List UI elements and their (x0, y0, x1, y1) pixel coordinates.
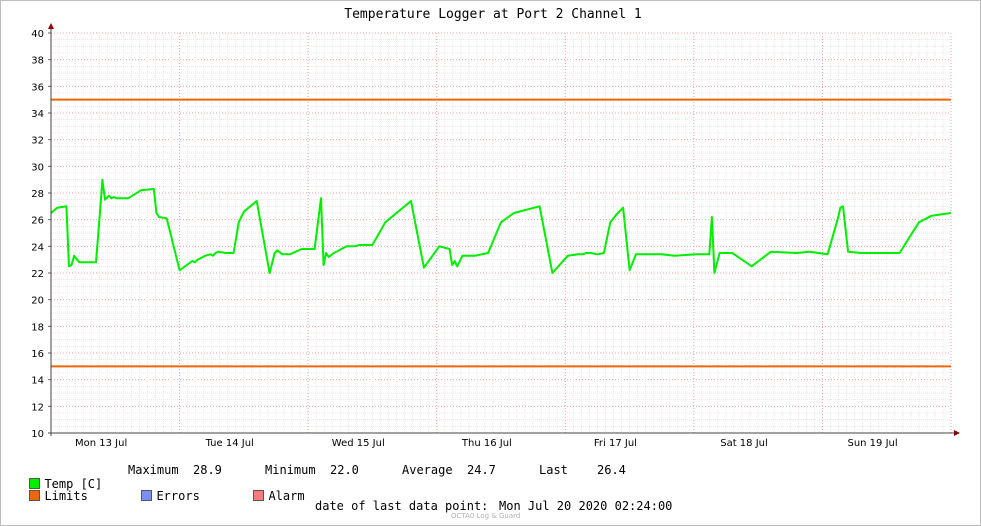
limits-swatch (29, 490, 41, 501)
x-tick-label: Sun 19 Jul (847, 438, 897, 449)
legend-minimum: Minimum (265, 463, 316, 477)
errors-swatch (141, 490, 153, 501)
legend-maximum-value: 28.9 (193, 463, 222, 477)
y-tick-label: 18 (31, 322, 44, 333)
alarm-swatch (253, 490, 265, 501)
y-tick-label: 22 (31, 269, 44, 280)
legend-errors-label: Errors (156, 489, 200, 503)
legend-average: Average (402, 463, 453, 477)
y-tick-label: 40 (31, 29, 44, 40)
x-tick-label: Sat 18 Jul (720, 438, 768, 449)
legend-last: Last (539, 463, 568, 477)
y-tick-label: 16 (31, 349, 44, 360)
legend-limits-label: Limits (44, 489, 88, 503)
x-axis-arrow (954, 430, 960, 436)
legend-last-value: 26.4 (597, 463, 626, 477)
legend-maximum: Maximum (128, 463, 179, 477)
x-tick-label: Thu 16 Jul (461, 438, 512, 449)
y-tick-label: 34 (31, 109, 44, 120)
maximum-value: 28.9 (193, 463, 222, 477)
average-value: 24.7 (467, 463, 496, 477)
last-label: Last (539, 463, 568, 477)
x-tick-label: Mon 13 Jul (75, 438, 127, 449)
y-tick-label: 12 (31, 402, 44, 413)
legend-temp-label: Temp [C] (44, 477, 103, 491)
last-data-point-label: date of last data point: (315, 499, 489, 513)
y-tick-label: 20 (31, 296, 44, 307)
legend-row-1: Temp [C] (15, 463, 102, 491)
temp-swatch (29, 478, 41, 489)
y-tick-label: 14 (31, 376, 44, 387)
minimum-value: 22.0 (330, 463, 359, 477)
watermark: OCTA0 Log & Guard (451, 512, 521, 520)
legend-alarm-label: Alarm (268, 489, 305, 503)
y-tick-label: 10 (31, 429, 44, 440)
legend-average-value: 24.7 (467, 463, 496, 477)
x-tick-label: Wed 15 Jul (332, 438, 385, 449)
last-value: 26.4 (597, 463, 626, 477)
minimum-label: Minimum (265, 463, 316, 477)
y-tick-label: 26 (31, 216, 44, 227)
y-tick-label: 28 (31, 189, 44, 200)
y-tick-label: 32 (31, 136, 44, 147)
x-tick-label: Fri 17 Jul (594, 438, 637, 449)
legend-row-2: Limits (15, 475, 88, 503)
y-tick-label: 24 (31, 242, 44, 253)
y-tick-label: 36 (31, 82, 44, 93)
maximum-label: Maximum (128, 463, 179, 477)
temperature-series-line (50, 178, 952, 274)
legend-minimum-value: 22.0 (330, 463, 359, 477)
chart-title: Temperature Logger at Port 2 Channel 1 (344, 7, 641, 22)
y-tick-label: 30 (31, 162, 44, 173)
legend-errors: Errors (127, 475, 200, 503)
x-tick-label: Tue 14 Jul (205, 438, 254, 449)
average-label: Average (402, 463, 453, 477)
last-data-point-value: Mon Jul 20 2020 02:24:00 (499, 499, 673, 513)
y-tick-label: 38 (31, 56, 44, 67)
legend-alarm: Alarm (239, 475, 305, 503)
y-axis-arrow (48, 23, 54, 29)
